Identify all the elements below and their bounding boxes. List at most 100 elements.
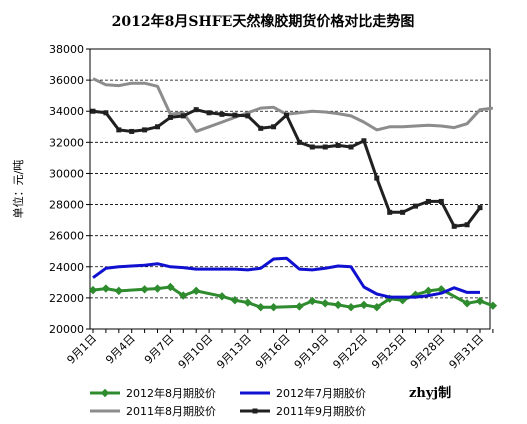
gridlines [90,79,490,299]
data-point [488,301,498,310]
signature: zhyj制 [409,385,451,401]
data-point [400,209,406,215]
data-point [464,222,470,228]
series-line [92,108,482,228]
data-point [374,175,380,181]
x-tick-label: 9月13日 [214,332,254,372]
legend-item: 2012年8月期胶价 [90,386,216,400]
y-tick-label: 22000 [49,292,84,305]
series-layer [88,77,498,312]
data-point [413,203,418,209]
data-point [166,282,175,292]
data-point [296,139,302,145]
data-point [140,285,149,294]
data-point [101,284,111,293]
data-point [90,108,96,114]
data-point [230,296,240,305]
data-point [387,209,393,215]
legend-marker [100,388,110,398]
data-point [180,113,186,119]
legend: 2012年8月期胶价 2012年7月期胶价 2011年8月期胶价 2011年9月期胶价 [90,386,366,418]
y-tick-label: 26000 [49,230,84,243]
data-point [142,127,148,133]
data-point [179,291,188,300]
data-point [88,285,98,295]
data-point [129,128,135,134]
plot-area [89,48,491,330]
data-point [451,223,457,229]
y-tick-label: 28000 [49,199,84,212]
data-point [462,299,472,308]
legend-label: 2012年8月期胶价 [126,386,216,400]
data-point [475,296,485,306]
y-axis-ticks: 20000 22000 24000 26000 28000 30000 32000 34000… [49,43,90,336]
series-1 [88,282,498,312]
data-point [167,114,173,120]
x-tick-label: 9月25日 [369,332,409,372]
y-tick-label: 36000 [49,74,84,87]
y-tick-label: 24000 [49,261,84,274]
data-point [295,302,304,311]
x-tick-label: 9月4日 [103,332,138,367]
data-point [477,205,483,211]
data-point [333,300,343,310]
series-line [92,256,480,299]
x-tick-label: 9月22日 [330,332,370,372]
data-point [219,111,225,117]
data-point [243,298,253,307]
data-point [425,198,431,204]
y-tick-label: 30000 [49,167,84,180]
data-point [346,303,356,312]
data-point [103,110,109,116]
data-point [114,286,124,296]
legend-label: 2011年8月期胶价 [126,404,216,418]
data-point [232,112,238,118]
data-point [206,110,212,116]
data-point [284,112,289,118]
data-point [361,138,367,144]
data-point [335,142,341,148]
legend-label: 2011年9月期胶价 [276,404,366,418]
data-point [424,286,433,296]
data-point [258,125,264,131]
legend-item: 2012年7月期胶价 [240,386,366,400]
x-tick-label: 9月19日 [292,332,332,372]
series-4 [90,107,483,229]
y-tick-label: 34000 [49,105,84,118]
series-line [92,285,494,309]
x-tick-label: 9月31日 [447,332,487,372]
x-tick-label: 9月28日 [408,332,448,372]
data-point [438,198,444,204]
data-point [372,303,382,312]
data-point [245,113,251,119]
data-point [322,144,328,150]
data-point [256,303,265,312]
data-point [193,107,199,113]
x-tick-label: 9月7日 [142,332,177,367]
legend-item: 2011年9月期胶价 [240,404,366,418]
series-2 [92,256,480,299]
x-axis-ticks: 9月1日 9月4日 9月7日 9月10日 9月13日 9月16日 9月19日 9月22日 9月2… [64,329,494,372]
legend-label: 2012年7月期胶价 [276,386,366,400]
data-point [269,303,278,312]
data-point [320,299,330,308]
data-point [155,124,160,130]
data-point [359,300,369,310]
legend-marker [252,408,258,414]
y-axis-label: 单位：元/吨 [11,160,25,219]
x-tick-label: 9月16日 [253,332,293,372]
data-point [271,124,277,130]
data-point [348,144,354,150]
series-3 [92,77,494,133]
y-tick-label: 20000 [49,323,84,336]
y-tick-label: 38000 [49,43,84,56]
series-line [92,77,494,133]
data-point [116,127,122,133]
data-point [191,286,201,296]
data-point [308,296,317,306]
y-tick-label: 32000 [49,136,84,149]
data-point [309,144,315,150]
x-tick-label: 9月1日 [64,332,99,367]
data-point [153,284,162,293]
